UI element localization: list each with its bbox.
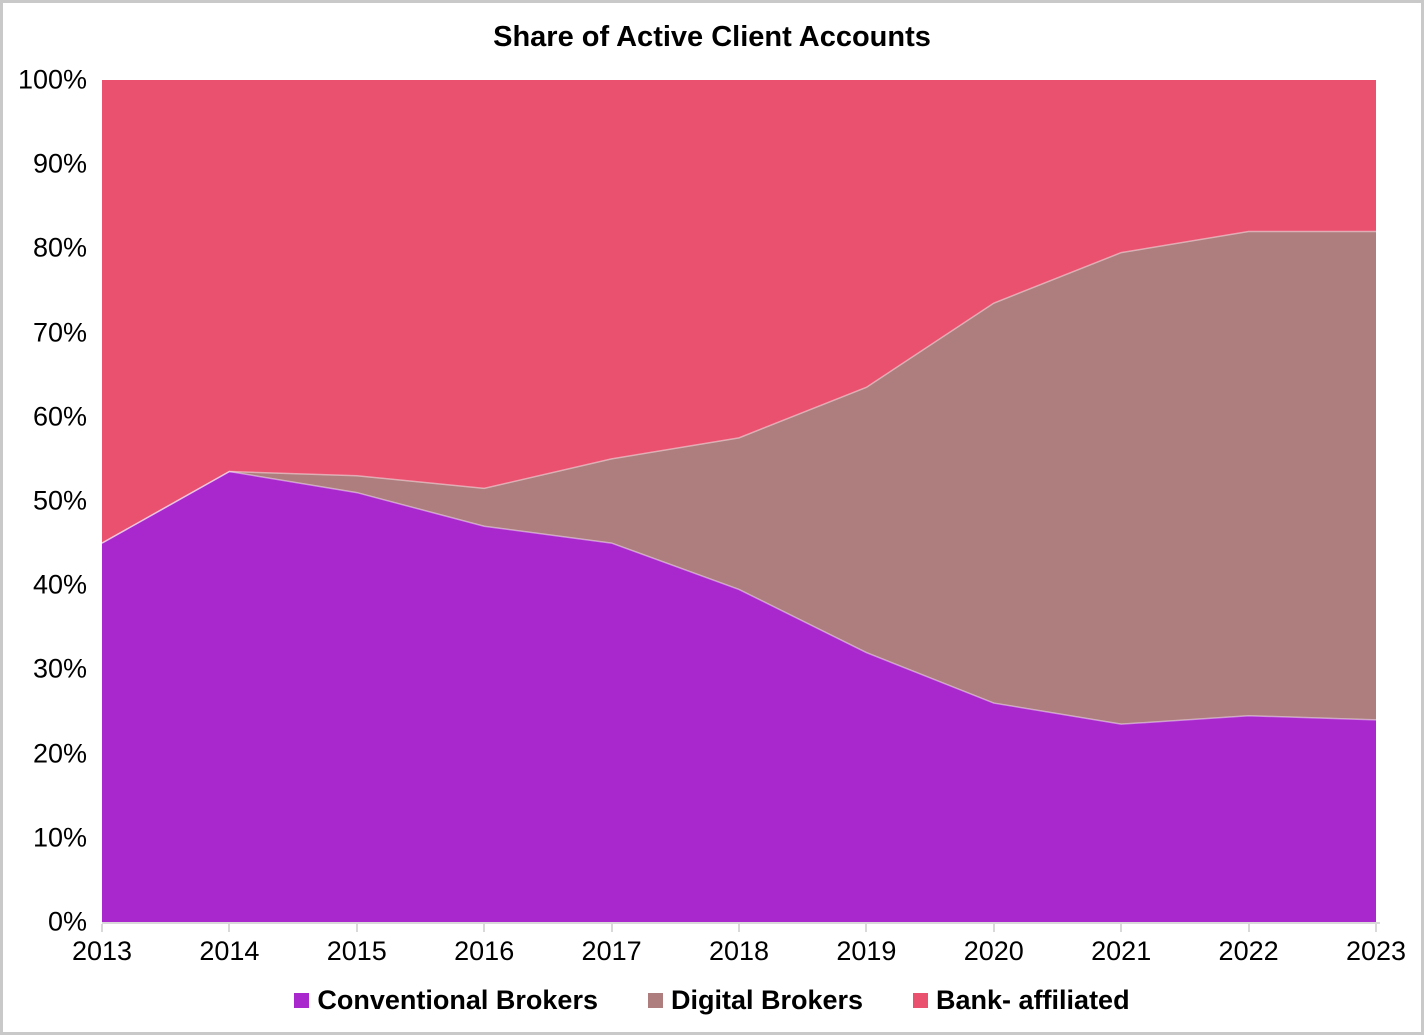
legend-item-bank-affiliated: Bank- affiliated xyxy=(913,985,1130,1016)
plot-area xyxy=(102,80,1376,922)
chart-title: Share of Active Client Accounts xyxy=(493,21,931,53)
x-axis-label: 2014 xyxy=(199,936,260,966)
legend-swatch-icon xyxy=(294,993,310,1008)
x-axis-label: 2022 xyxy=(1218,936,1279,966)
legend-label: Bank- affiliated xyxy=(936,985,1130,1015)
x-axis-tick xyxy=(483,924,486,932)
y-axis-label: 40% xyxy=(32,569,87,600)
x-axis-label: 2023 xyxy=(1345,936,1407,966)
x-axis-label: 2015 xyxy=(326,936,387,966)
x-axis-line xyxy=(102,922,1380,924)
series-boundary-line xyxy=(102,470,1376,725)
y-axis-label: 10% xyxy=(32,822,87,853)
x-axis-tick xyxy=(738,924,740,932)
y-axis-label: 80% xyxy=(32,232,87,263)
x-axis-label: 2020 xyxy=(963,936,1024,966)
area-conventional-brokers xyxy=(102,471,1376,922)
y-axis-label: 60% xyxy=(32,401,87,432)
x-axis-tick xyxy=(228,924,231,932)
y-axis-label: 90% xyxy=(32,148,87,179)
x-axis-tick xyxy=(1375,924,1377,932)
x-axis-tick xyxy=(992,924,995,932)
x-axis-tick xyxy=(1120,924,1123,932)
legend-item-digital-brokers: Digital Brokers xyxy=(647,985,864,1016)
legend-swatch-icon xyxy=(913,993,929,1008)
series-boundary-line xyxy=(102,230,1376,544)
legend: Conventional Brokers Digital Brokers Bank-… xyxy=(3,985,1421,1016)
x-axis-tick xyxy=(355,924,358,932)
x-axis-tick xyxy=(610,924,613,932)
x-axis-label: 2019 xyxy=(836,936,897,966)
legend-item-conventional-brokers: Conventional Brokers xyxy=(294,985,598,1016)
y-axis-label: 30% xyxy=(32,653,87,684)
y-axis-label: 0% xyxy=(47,906,87,937)
x-axis-tick xyxy=(101,924,103,932)
y-axis-label: 70% xyxy=(32,317,87,348)
x-axis-tick xyxy=(865,924,868,932)
y-axis-label: 20% xyxy=(32,738,87,769)
y-axis-label: 50% xyxy=(32,485,87,516)
y-axis-label: 100% xyxy=(17,64,87,95)
legend-label: Conventional Brokers xyxy=(317,985,598,1015)
legend-swatch-icon xyxy=(647,993,663,1008)
x-axis-label: 2021 xyxy=(1091,936,1152,966)
x-axis-label: 2016 xyxy=(454,936,515,966)
x-axis-tick xyxy=(1247,924,1250,932)
x-axis-label: 2018 xyxy=(708,936,770,966)
x-axis-label: 2013 xyxy=(71,936,133,966)
x-axis-label: 2017 xyxy=(581,936,642,966)
legend-label: Digital Brokers xyxy=(670,985,864,1015)
